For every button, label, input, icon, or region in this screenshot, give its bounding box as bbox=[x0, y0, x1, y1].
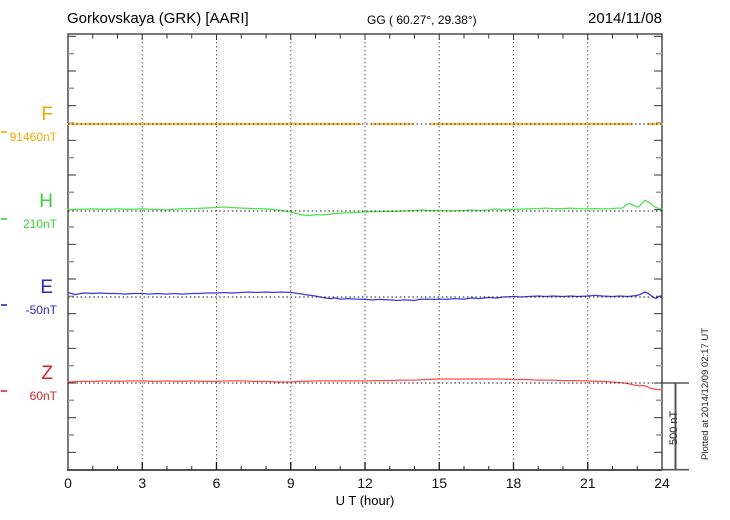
plotted-at-note: Plotted at 2014/12/09 02:17 UT bbox=[700, 327, 711, 460]
plot-frame bbox=[67, 33, 663, 471]
channel-label-F: F bbox=[41, 104, 53, 125]
x-tick-label-12: 12 bbox=[357, 475, 373, 491]
x-tick-label-6: 6 bbox=[212, 475, 221, 491]
x-tick-label-21: 21 bbox=[579, 475, 596, 491]
channel-label-Z: Z bbox=[41, 363, 53, 384]
channel-baseline-F: 91460nT bbox=[9, 130, 57, 144]
channel-label-H: H bbox=[39, 191, 53, 212]
x-tick-label-9: 9 bbox=[286, 475, 295, 491]
x-tick-label-18: 18 bbox=[505, 475, 522, 491]
scale-bar-label: 500 nT bbox=[668, 410, 680, 445]
channel-baseline-H: 210nT bbox=[22, 217, 57, 231]
x-tick-label-0: 0 bbox=[64, 475, 72, 491]
observation-date: 2014/11/08 bbox=[588, 10, 662, 27]
trace-H-seg0 bbox=[67, 199, 663, 217]
x-tick-label-3: 3 bbox=[138, 475, 147, 491]
x-tick-label-15: 15 bbox=[431, 475, 448, 491]
channel-label-E: E bbox=[40, 277, 53, 298]
geographic-coords: GG ( 60.27°, 29.38°) bbox=[367, 13, 477, 27]
channel-baseline-E: -50nT bbox=[25, 303, 57, 317]
x-tick-label-24: 24 bbox=[654, 475, 670, 491]
x-axis-title: U T (hour) bbox=[335, 493, 395, 508]
trace-E-seg0 bbox=[67, 291, 663, 302]
station-title: Gorkovskaya (GRK) [AARI] bbox=[67, 10, 249, 27]
trace-Z-seg0 bbox=[67, 378, 663, 391]
channel-baseline-Z: 60nT bbox=[29, 389, 57, 403]
